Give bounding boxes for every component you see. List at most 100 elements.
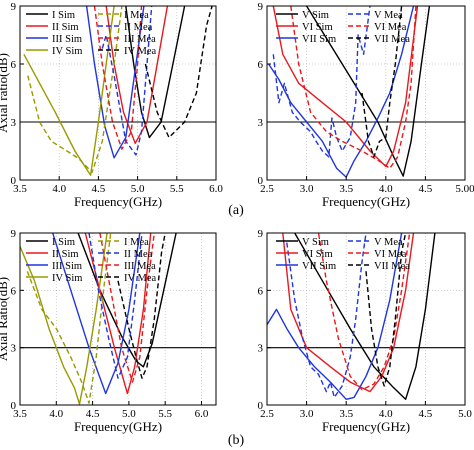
figure-label-a: (a) xyxy=(228,203,244,218)
figure-label-b: (b) xyxy=(228,433,245,448)
x-tick-label: 4.5 xyxy=(92,183,106,195)
legend-label: VI Mea xyxy=(374,249,407,260)
y-tick-label: 6 xyxy=(258,285,264,297)
legend-label: IV Sim xyxy=(52,46,82,57)
legend-label: I Sim xyxy=(52,237,75,248)
legend-label: I Mea xyxy=(124,237,149,248)
x-axis-label: Frequency(GHz) xyxy=(322,419,410,434)
series-group xyxy=(267,233,436,400)
x-tick-label: 3.5 xyxy=(13,183,27,195)
y-tick-label: 6 xyxy=(11,59,17,71)
legend-label: IV Mea xyxy=(124,46,157,57)
x-axis-label: Frequency(GHz) xyxy=(322,194,410,209)
x-tick-label: 3.5 xyxy=(13,408,27,420)
series-line-v-mea xyxy=(286,233,367,399)
x-tick-label: 5.0 xyxy=(131,183,145,195)
series-group xyxy=(20,233,177,405)
y-tick-label: 3 xyxy=(258,343,264,355)
x-tick-label: 5.00 xyxy=(455,183,474,195)
series-line-iii-mea xyxy=(99,233,155,383)
x-axis-label: Frequency(GHz) xyxy=(74,419,162,434)
legend-label: III Sim xyxy=(52,34,82,45)
legend-label: V Sim xyxy=(302,10,329,21)
y-tick-label: 0 xyxy=(258,175,264,187)
x-tick-label: 3.5 xyxy=(339,408,353,420)
series-line-iii-mea xyxy=(93,6,143,150)
series-line-vi-mea xyxy=(290,6,417,170)
y-tick-label: 9 xyxy=(11,228,17,240)
series-line-ii-mea xyxy=(101,6,153,156)
series-line-v-sim xyxy=(294,233,436,400)
legend-label: II Mea xyxy=(124,249,153,260)
x-tick-label: 6.0 xyxy=(195,408,209,420)
y-tick-label: 9 xyxy=(258,1,264,13)
x-tick-label: 4.0 xyxy=(379,183,393,195)
y-tick-label: 3 xyxy=(11,343,17,355)
legend-label: V Sim xyxy=(302,237,329,248)
legend-label: I Mea xyxy=(124,10,149,21)
x-tick-label: 4.5 xyxy=(419,408,433,420)
series-line-vii-mea xyxy=(365,233,407,387)
series-line-v-sim xyxy=(306,6,431,177)
y-tick-label: 6 xyxy=(258,59,264,71)
x-tick-label: 3.0 xyxy=(300,408,314,420)
series-group xyxy=(23,6,213,176)
x-axis-label: Frequency(GHz) xyxy=(74,194,162,209)
chart-panel-b-left: 3.5 4.0 4.5 5.0 5.5 6.0 0 3 6 9 Frequency(GHz) Axia… xyxy=(0,228,217,434)
series-line-v-mea xyxy=(272,6,371,158)
series-line-vii-sim xyxy=(267,233,403,400)
legend-label: I Sim xyxy=(52,10,75,21)
legend-label: II Sim xyxy=(52,22,79,33)
legend-label: VI Sim xyxy=(302,249,333,260)
series-line-iv-mea xyxy=(144,6,213,139)
plot-frame xyxy=(266,232,466,406)
y-tick-label: 0 xyxy=(11,175,17,187)
x-tick-label: 2.5 xyxy=(260,408,274,420)
legend-label: VII Mea xyxy=(374,261,410,272)
x-tick-label: 5.5 xyxy=(158,408,172,420)
legend-label: V Mea xyxy=(374,10,403,21)
legend-label: VI Mea xyxy=(374,22,407,33)
chart-panel-a-left: 3.5 4.0 4.5 5.0 5.5 6.0 0 3 6 9 Frequency(GHz) Axia… xyxy=(0,1,223,209)
series-line-i-sim xyxy=(77,233,177,368)
series-line-iii-sim xyxy=(85,6,145,159)
y-tick-label: 0 xyxy=(11,400,17,412)
legend-label: VI Sim xyxy=(302,22,333,33)
x-tick-label: 4.0 xyxy=(379,408,393,420)
plot-frame xyxy=(19,5,217,181)
y-tick-label: 9 xyxy=(11,1,17,13)
x-tick-label: 4.0 xyxy=(49,408,63,420)
x-tick-label: 6.0 xyxy=(209,183,223,195)
series-line-iv-sim xyxy=(20,233,108,405)
legend-label: III Mea xyxy=(124,261,156,272)
series-line-vii-mea xyxy=(361,6,403,158)
y-tick-label: 3 xyxy=(258,117,264,129)
panels: 3.5 4.0 4.5 5.0 5.5 6.0 0 3 6 9 Frequency(GHz) Axia… xyxy=(0,1,474,434)
series-line-iv-mea xyxy=(117,233,166,379)
legend-label: V Mea xyxy=(374,237,403,248)
chart-panel-b-right: 2.5 3.0 3.5 4.0 4.5 5.0 0 3 6 9 Frequency(GHz) V Si… xyxy=(258,228,473,434)
series-line-i-sim xyxy=(125,6,186,139)
x-tick-label: 4.0 xyxy=(52,183,66,195)
legend-label: VII Sim xyxy=(302,261,336,272)
chart-panel-a-right: 2.5 3.0 3.5 4.0 4.5 5.00 0 3 6 9 Frequency(GHz) V S… xyxy=(258,1,474,209)
series-line-iii-sim xyxy=(52,233,141,395)
y-tick-label: 9 xyxy=(258,228,264,240)
x-tick-label: 3.5 xyxy=(339,183,353,195)
x-tick-label: 5.5 xyxy=(170,183,184,195)
legend-label: III Mea xyxy=(124,34,156,45)
series-line-vi-sim xyxy=(272,6,419,168)
y-tick-label: 0 xyxy=(258,400,264,412)
legend-label: VII Sim xyxy=(302,34,336,45)
legend-label: II Mea xyxy=(124,22,153,33)
y-axis-label: Axial Ratio(dB) xyxy=(0,277,10,361)
x-tick-label: 4.5 xyxy=(419,183,433,195)
x-tick-label: 4.5 xyxy=(86,408,100,420)
plot-frame xyxy=(266,5,466,181)
x-tick-label: 2.5 xyxy=(260,183,274,195)
plot-frame xyxy=(19,232,217,406)
x-tick-label: 5.0 xyxy=(122,408,136,420)
